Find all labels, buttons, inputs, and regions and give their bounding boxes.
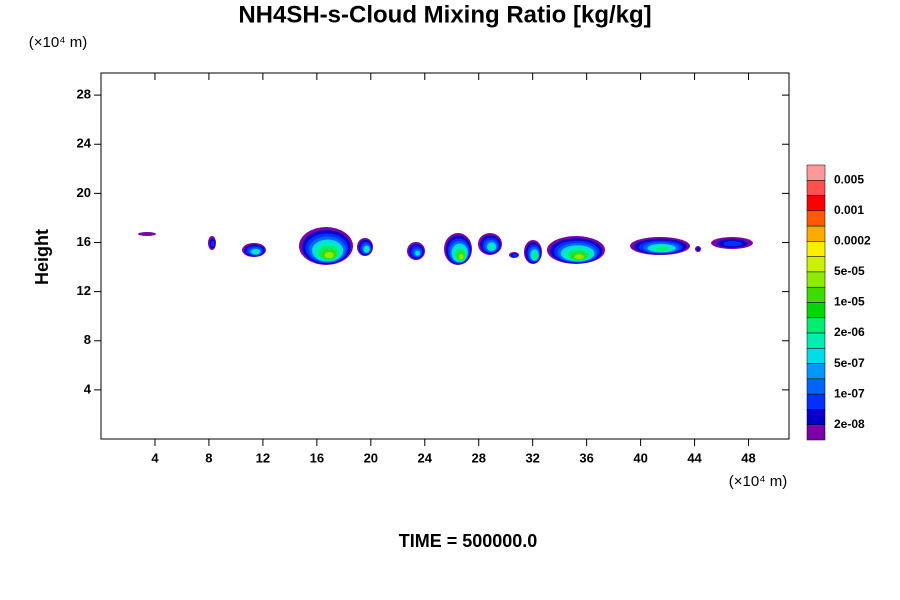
plot-frame [100,72,790,440]
y-unit: (×10⁴ m) [29,34,88,51]
cloud-contour [533,253,538,259]
colorbar-label: 2e-06 [834,325,865,339]
cloud-contour [211,240,215,247]
x-tick-label: 16 [310,450,324,465]
cloud-contour [656,247,669,252]
cloud-contour [512,254,518,257]
x-tick-label: 8 [205,450,212,465]
x-unit: (×10⁴ m) [729,473,788,490]
cloud-contour [324,251,334,259]
y-tick-label: 8 [84,332,91,347]
footer: TIME = 500000.0 [399,531,538,551]
y-tick-label: 12 [77,283,91,298]
colorbar-label: 5e-07 [834,356,865,370]
y-tick-label: 28 [77,87,91,102]
colorbar-swatch [806,348,826,364]
colorbar-swatch [806,332,826,349]
colorbar-swatch [806,164,826,181]
colorbar-swatch [806,409,826,425]
colorbar-label: 2e-08 [834,417,865,431]
colorbar-swatch [806,225,826,242]
x-tick-label: 40 [633,450,647,465]
colorbar-swatch [806,195,826,212]
x-tick-label: 24 [418,450,433,465]
cloud-contour [574,254,585,260]
colorbar-swatch [806,317,826,334]
x-tick-label: 28 [471,450,485,465]
cloud-contour [723,241,743,247]
x-tick-label: 36 [579,450,593,465]
colorbar-swatch [806,378,826,395]
y-tick-label: 20 [77,185,91,200]
colorbar-swatch [806,271,826,288]
y-tick-label: 24 [77,136,92,151]
colorbar-swatch [806,393,826,410]
x-tick-label: 4 [151,450,159,465]
y-tick-label: 16 [77,234,91,249]
colorbar-label: 0.001 [834,203,864,217]
colorbar-swatch [806,286,826,303]
cloud-contour [489,244,495,250]
cloud-field [138,227,753,265]
colorbar-swatch [806,424,826,441]
x-tick-label: 48 [741,450,755,465]
cloud-contour [415,250,421,256]
y-tick-label: 4 [84,381,92,396]
x-tick-label: 32 [525,450,539,465]
chart-title: NH4SH-s-Cloud Mixing Ratio [kg/kg] [238,1,651,28]
colorbar-swatch [806,302,826,319]
colorbar-swatch [806,363,826,380]
colorbar-label: 1e-05 [834,295,865,309]
colorbar-swatch [806,210,826,227]
x-tick-label: 44 [687,450,702,465]
colorbar-label: 1e-07 [834,386,865,400]
colorbar-swatch [806,241,826,257]
cloud-contour [696,247,701,252]
colorbar-swatch [806,180,826,196]
cloud-contour [253,250,259,254]
colorbar-label: 0.005 [834,172,864,186]
cloud-contour [458,254,464,260]
colorbar-swatch [806,256,826,273]
colorbar-label: 0.0002 [834,234,871,248]
x-tick-label: 20 [364,450,378,465]
colorbar-label: 5e-05 [834,264,865,278]
cloud-contour [138,232,156,236]
x-tick-label: 12 [256,450,270,465]
cloud-contour [365,247,369,252]
y-axis-label: Height [32,229,52,285]
